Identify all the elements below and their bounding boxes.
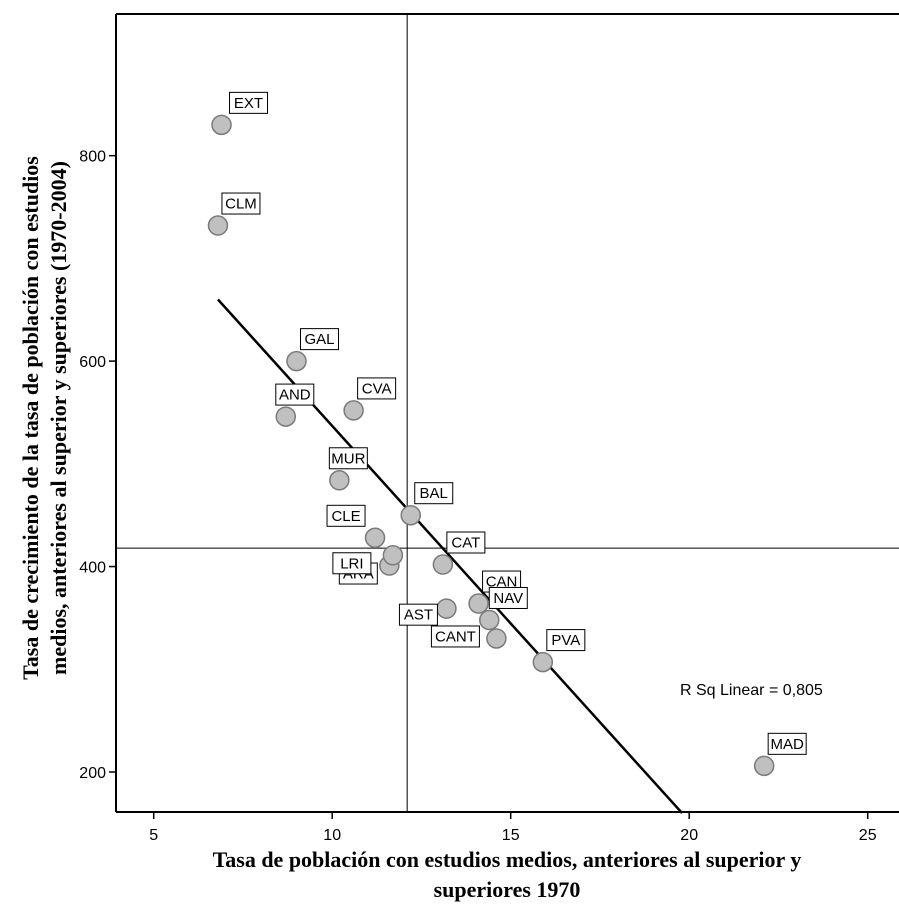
data-label-box [357,377,397,400]
data-label-bal: BAL [420,485,448,502]
data-point-ext [211,114,232,136]
data-label-box [446,531,486,554]
data-point-cant [486,628,507,649]
x-tick-label: 20 [680,827,698,844]
data-label-mur: MUR [331,450,365,467]
data-point-bal [400,504,421,526]
data-label-ast: AST [404,607,433,624]
x-axis-title-line2: superiores 1970 [434,877,581,902]
data-point-clm [207,215,229,236]
x-tick-label: 25 [859,827,877,844]
data-point-nav [479,609,500,631]
data-label-box [221,192,261,215]
y-axis-title-line1: Tasa de crecimiento de la tasa de poblac… [18,156,43,680]
data-point-and [275,406,297,427]
plot-area: 5 10 15 20 25 200 400 600 800 EXT CLM GAL AND CVA MUR B… [79,13,899,844]
data-label-box [300,328,339,351]
data-label-box [767,732,807,755]
r-squared-annotation: R Sq Linear = 0,805 [680,682,823,699]
data-label-clm: CLM [225,196,257,213]
data-label-box [546,629,586,652]
data-point-cat [432,554,454,575]
data-label-box [275,383,315,406]
data-label-box [398,603,438,626]
data-label-box [414,482,454,505]
data-label-pva: PVA [551,632,580,649]
y-tick-label: 400 [79,560,106,577]
y-tick-label: 800 [79,149,106,166]
data-label-cat: CAT [451,535,480,552]
data-label-and: AND [279,387,311,404]
x-tick-label: 10 [323,827,341,844]
data-label-nav: NAV [493,590,523,607]
data-point-can [468,593,489,614]
data-label-cle: CLE [331,508,360,525]
data-point-lri [382,545,404,566]
x-tick-label: 15 [502,827,520,844]
data-label-box [332,552,372,575]
data-label-cant: CANT [435,628,476,645]
data-point-cle [364,527,386,549]
y-tick-label: 200 [79,765,106,782]
y-tick-label: 600 [79,354,106,371]
data-point-pva [532,651,554,673]
data-label-gal: GAL [304,331,334,348]
data-label-mad: MAD [770,736,804,753]
data-label-cva: CVA [362,380,392,397]
data-point-gal [286,350,307,372]
data-label-box [326,504,366,527]
data-label-box [430,625,480,648]
data-label-lri: LRI [340,555,363,572]
data-label-can: CAN [486,574,518,591]
data-point-ast [436,598,457,619]
x-tick-label: 5 [149,827,158,844]
data-point-mad [753,755,775,777]
data-label-box [229,91,269,114]
regression-line [217,298,683,814]
data-label-box [328,447,368,470]
x-axis-title-line1: Tasa de población con estudios medios, a… [213,847,802,872]
data-label-ext: EXT [234,95,263,112]
data-point-cva [343,400,364,421]
data-label-box [488,586,528,609]
y-axis-title-line2: medios, anteriores al superior y superio… [46,161,71,675]
data-point-mur [329,470,350,491]
